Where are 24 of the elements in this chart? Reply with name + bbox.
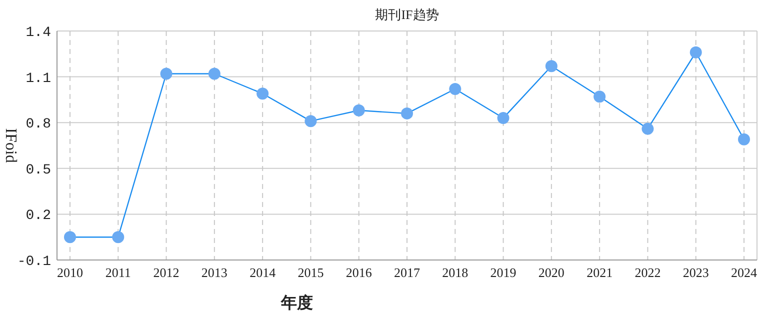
x-tick-label: 2011 <box>105 265 131 280</box>
x-tick-label: 2012 <box>153 265 180 280</box>
x-tick-label: 2013 <box>201 265 228 280</box>
x-tick-label: 2018 <box>442 265 468 280</box>
x-tick-label: 2014 <box>250 265 276 280</box>
x-tick-label: 2020 <box>538 265 564 280</box>
y-tick-label: 0.2 <box>26 208 51 224</box>
x-tick-label: 2023 <box>682 265 709 280</box>
x-tick-label: 2015 <box>298 265 324 280</box>
x-axis-title: 年度 <box>280 293 313 312</box>
y-tick-label: 0.8 <box>26 116 51 133</box>
chart-title: 期刊IF趋势 <box>375 7 439 22</box>
x-tick-label: 2010 <box>57 265 83 280</box>
y-tick-label: 1.4 <box>26 25 51 41</box>
x-tick-label: 2016 <box>346 265 372 280</box>
y-tick-label: 1.1 <box>26 70 51 87</box>
x-tick-label: 2017 <box>394 265 420 280</box>
y-tick-label: -0.1 <box>17 254 51 270</box>
y-axis-title: IFoid <box>2 128 19 163</box>
x-tick-label: 2021 <box>586 265 613 280</box>
y-tick-label: 0.5 <box>26 162 51 178</box>
x-tick-label: 2024 <box>731 265 758 280</box>
x-tick-label: 2019 <box>490 265 516 280</box>
x-tick-label: 2022 <box>634 265 661 280</box>
